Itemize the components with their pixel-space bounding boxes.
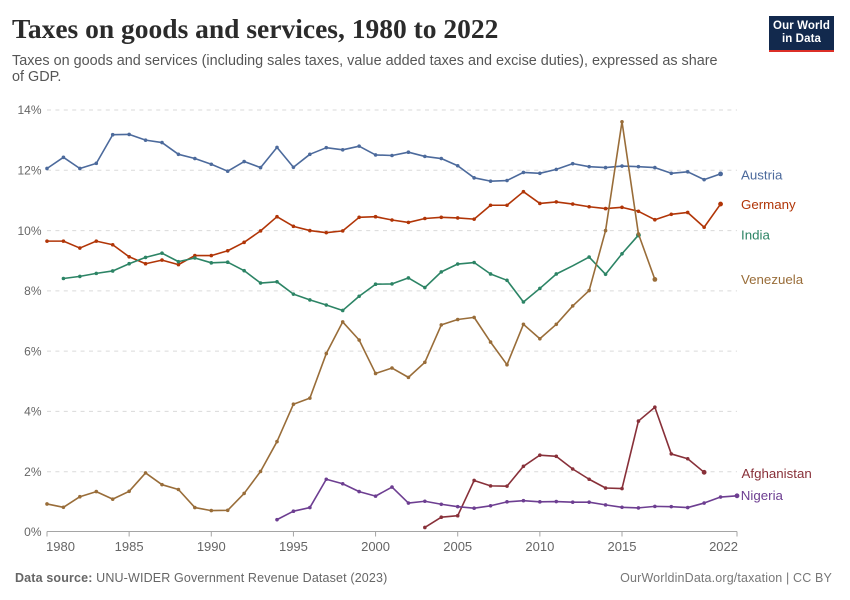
- svg-text:8%: 8%: [24, 284, 42, 298]
- svg-text:1980: 1980: [46, 539, 75, 554]
- svg-text:2015: 2015: [608, 539, 637, 554]
- svg-text:Afghanistan: Afghanistan: [742, 466, 812, 481]
- svg-text:1995: 1995: [279, 539, 308, 554]
- svg-text:2%: 2%: [24, 465, 42, 479]
- svg-text:2005: 2005: [443, 539, 472, 554]
- svg-text:Venezuela: Venezuela: [741, 272, 804, 287]
- svg-text:6%: 6%: [24, 344, 42, 358]
- svg-text:Germany: Germany: [741, 197, 796, 212]
- svg-text:14%: 14%: [17, 103, 41, 117]
- svg-text:2022: 2022: [709, 539, 738, 554]
- svg-text:0%: 0%: [24, 525, 42, 539]
- svg-text:Austria: Austria: [741, 168, 783, 183]
- svg-text:Nigeria: Nigeria: [741, 488, 784, 503]
- svg-text:4%: 4%: [24, 405, 42, 419]
- svg-text:12%: 12%: [17, 163, 41, 177]
- svg-text:1985: 1985: [115, 539, 144, 554]
- svg-text:10%: 10%: [17, 224, 41, 238]
- svg-text:India: India: [741, 228, 770, 243]
- svg-text:2010: 2010: [525, 539, 554, 554]
- svg-text:1990: 1990: [197, 539, 226, 554]
- svg-text:2000: 2000: [361, 539, 390, 554]
